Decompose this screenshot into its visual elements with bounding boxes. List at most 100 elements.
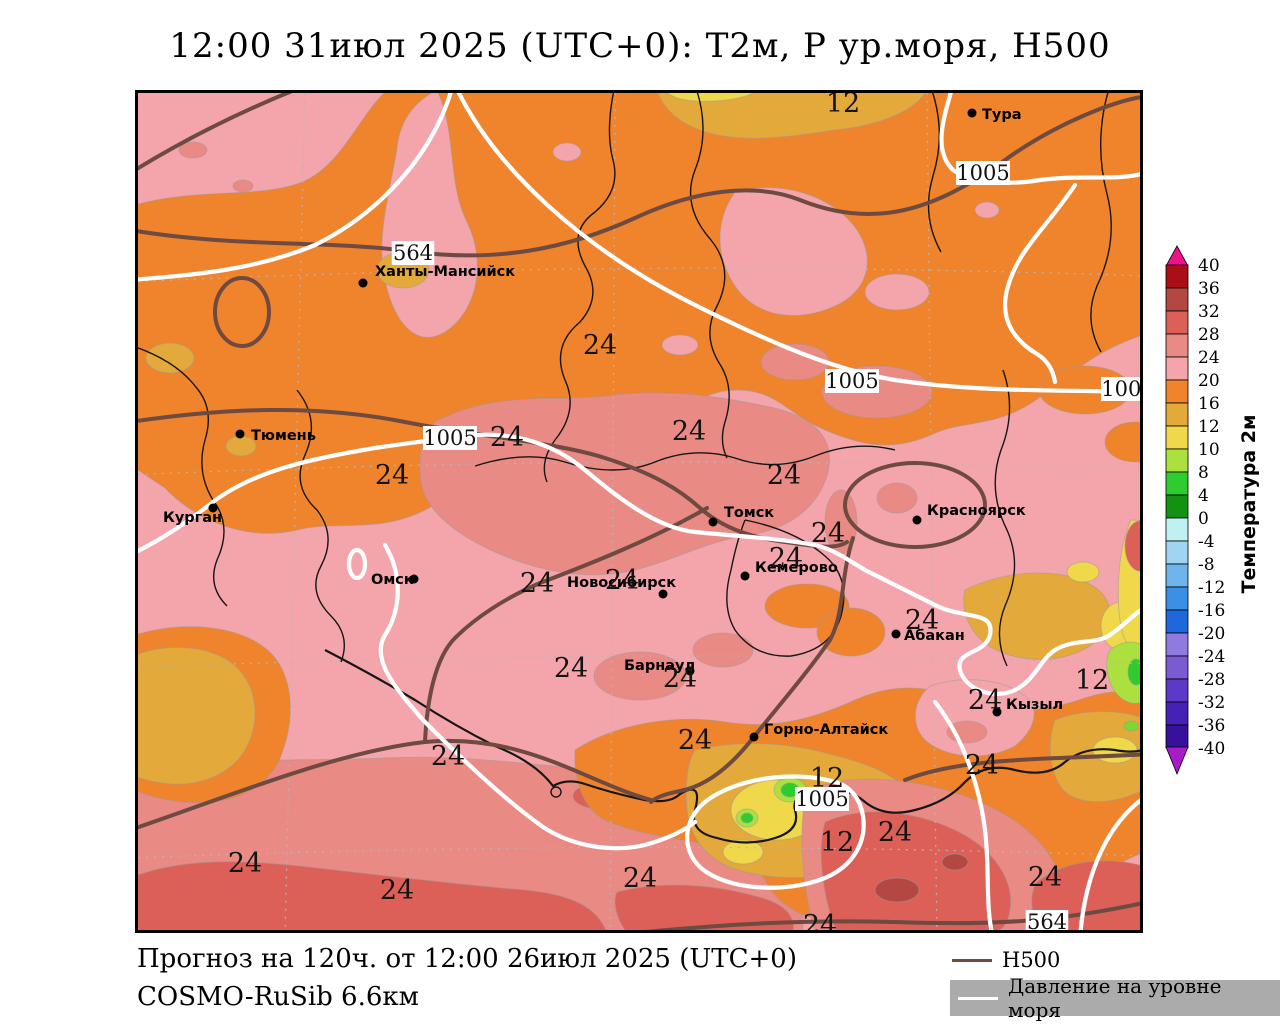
forecast-map: 564 1005 1005 1005 1005 1005 564 Тура Ханты-Манс… bbox=[135, 90, 1143, 933]
colorbar-segment bbox=[1165, 448, 1189, 473]
legend-pressure-label: Давление на уровне моря bbox=[1008, 974, 1222, 1022]
isotherm-label: 24 bbox=[811, 518, 845, 549]
colorbar-title: Температура 2м bbox=[1238, 414, 1260, 594]
colorbar-tick-label: 16 bbox=[1198, 394, 1220, 414]
city-dot bbox=[967, 108, 977, 118]
colorbar-segment bbox=[1165, 517, 1189, 542]
h500-line-swatch bbox=[952, 958, 992, 962]
isotherm-label: 24 bbox=[554, 653, 588, 684]
isotherm-label: 12 bbox=[826, 90, 860, 119]
isotherm-label: 24 bbox=[905, 605, 939, 636]
colorbar-segment bbox=[1165, 724, 1189, 749]
colorbar-tick-label: -28 bbox=[1198, 670, 1225, 690]
pressure-line-swatch bbox=[958, 996, 998, 1000]
city-label: Кемерово bbox=[755, 560, 838, 576]
h500-contours-layer bbox=[135, 90, 1143, 933]
colorbar-segment bbox=[1165, 379, 1189, 404]
city-dot bbox=[358, 278, 368, 288]
isobar-label-box bbox=[423, 426, 477, 450]
footer-model-name: COSMO-RuSib 6.6км bbox=[137, 982, 419, 1012]
colorbar-tick-label: -4 bbox=[1198, 532, 1215, 552]
isotherm-label: 24 bbox=[623, 863, 657, 894]
colorbar-tick-label: 4 bbox=[1198, 486, 1209, 506]
legend-pressure: Давление на уровне моря bbox=[950, 974, 1280, 1022]
city-label: Ханты-Мансийск bbox=[375, 264, 515, 280]
colorbar-segment bbox=[1165, 264, 1189, 289]
colorbar-segment bbox=[1165, 310, 1189, 335]
admin-boundaries-layer bbox=[135, 90, 1143, 844]
colorbar-tick-label: 36 bbox=[1198, 279, 1220, 299]
colorbar-tick-label: 8 bbox=[1198, 463, 1209, 483]
legend-h500-label: H500 bbox=[1002, 948, 1061, 972]
city-label: Новосибирск bbox=[567, 575, 676, 591]
city-dot bbox=[708, 517, 718, 527]
legend-h500: H500 bbox=[952, 948, 1060, 972]
colorbar-tick-label: -32 bbox=[1198, 693, 1225, 713]
colorbar-tick-label: 20 bbox=[1198, 371, 1220, 391]
colorbar-tick-label: 40 bbox=[1198, 256, 1220, 276]
colorbar-segment bbox=[1165, 563, 1189, 588]
isotherm-label: 24 bbox=[520, 568, 554, 599]
isobar-label: 1005 bbox=[825, 369, 878, 393]
colorbar-segment bbox=[1165, 678, 1189, 703]
colorbar-tick-label: -36 bbox=[1198, 716, 1225, 736]
isotherm-label: 12 bbox=[1075, 665, 1109, 696]
city-dot bbox=[749, 732, 759, 742]
city-dot bbox=[685, 666, 695, 676]
colorbar-arrow-above bbox=[1165, 245, 1189, 267]
city-dot bbox=[208, 503, 218, 513]
isobar-label-box bbox=[825, 369, 879, 393]
isobar-label: 564 bbox=[1027, 910, 1067, 933]
colorbar-tick-label: 12 bbox=[1198, 417, 1220, 437]
isobar-label-box bbox=[1101, 377, 1143, 401]
colorbar-segment bbox=[1165, 586, 1189, 611]
isotherm-label: 24 bbox=[605, 565, 639, 596]
colorbar-segment bbox=[1165, 356, 1189, 381]
city-dot bbox=[409, 574, 419, 584]
city-dot bbox=[912, 515, 922, 525]
city-dot bbox=[235, 429, 245, 439]
colorbar-tick-label: 10 bbox=[1198, 440, 1220, 460]
colorbar-arrow-below bbox=[1165, 746, 1189, 776]
colorbar-segment bbox=[1165, 540, 1189, 565]
isobar-label-box bbox=[795, 787, 849, 811]
isotherm-label: 24 bbox=[965, 750, 999, 781]
map-canvas: 564 1005 1005 1005 1005 1005 564 Тура Ханты-Манс… bbox=[135, 90, 1143, 933]
colorbar-tick-label: -40 bbox=[1198, 739, 1225, 759]
isobar-label: 564 bbox=[393, 241, 433, 265]
temperature-colorbar: 403632282420161210840-4-8-12-16-20-24-28… bbox=[1165, 245, 1225, 776]
city-dot bbox=[891, 629, 901, 639]
colorbar-tick-label: -8 bbox=[1198, 555, 1215, 575]
isotherm-label: 24 bbox=[678, 725, 712, 756]
isotherm-label: 24 bbox=[431, 741, 465, 772]
colorbar-segment bbox=[1165, 333, 1189, 358]
graticule-layer bbox=[135, 90, 1143, 933]
city-dot bbox=[740, 571, 750, 581]
city-label: Абакан bbox=[904, 628, 965, 644]
isobar-label: 1005 bbox=[795, 787, 848, 811]
isotherm-label: 24 bbox=[878, 817, 912, 848]
isobar-label-box bbox=[391, 241, 435, 265]
city-label: Омск bbox=[371, 572, 414, 588]
isotherm-label: 24 bbox=[380, 875, 414, 906]
isotherm-label: 12 bbox=[810, 763, 844, 794]
isotherm-label: 24 bbox=[968, 685, 1002, 716]
colorbar-segment bbox=[1165, 471, 1189, 496]
isotherm-label: 24 bbox=[375, 460, 409, 491]
city-label: Горно-Алтайск bbox=[764, 722, 888, 738]
isotherm-label: 24 bbox=[803, 910, 837, 933]
isotherm-label: 24 bbox=[490, 422, 524, 453]
isotherm-label: 24 bbox=[663, 663, 697, 694]
city-label: Курган bbox=[163, 510, 222, 526]
isotherm-label: 24 bbox=[672, 416, 706, 447]
city-label: Томск bbox=[724, 505, 774, 521]
city-dot bbox=[658, 589, 668, 599]
isotherm-label: 24 bbox=[228, 848, 262, 879]
colorbar-tick-label: 28 bbox=[1198, 325, 1220, 345]
city-label: Тюмень bbox=[251, 428, 316, 444]
isotherm-label: 24 bbox=[583, 330, 617, 361]
colorbar-segment bbox=[1165, 701, 1189, 726]
isobar-label: 1005 bbox=[423, 426, 476, 450]
colorbar-segment bbox=[1165, 287, 1189, 312]
